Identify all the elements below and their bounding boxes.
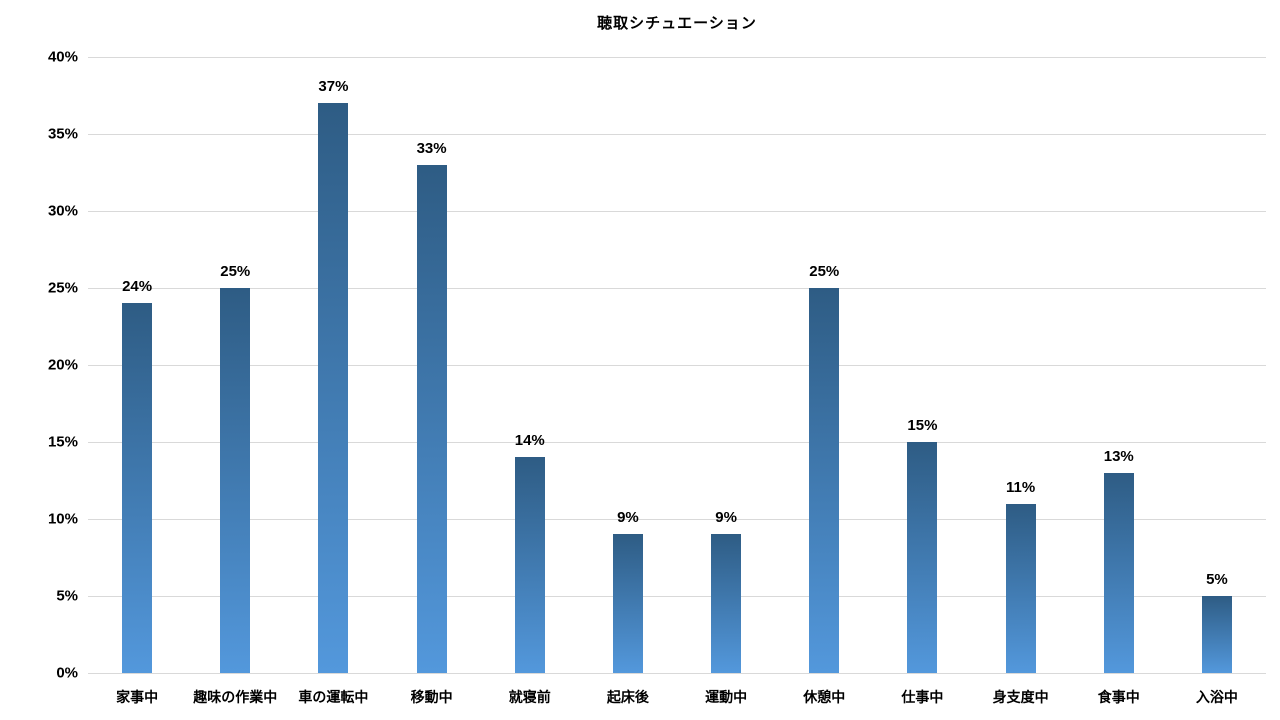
gridline: [88, 364, 1266, 366]
bar-value-label: 9%: [617, 509, 639, 527]
bar-value-label: 37%: [318, 78, 349, 96]
x-axis-label: 起床後: [606, 689, 649, 705]
x-axis-label: 仕事中: [901, 689, 944, 705]
gridline: [88, 595, 1266, 597]
bar-value-label: 11%: [1005, 478, 1036, 496]
bar: [1103, 472, 1134, 673]
bar-value-label: 14%: [514, 432, 545, 450]
y-axis-label: 40%: [47, 48, 78, 66]
x-axis-label: 身支度中: [992, 689, 1049, 705]
bar: [612, 534, 643, 673]
bar-value-label: 25%: [220, 263, 251, 280]
x-axis-label: 移動中: [410, 689, 453, 705]
x-axis-label: 食事中: [1097, 689, 1140, 705]
bar-value-label: 13%: [1103, 447, 1134, 465]
y-axis-label: 20%: [47, 356, 78, 374]
bar: [1005, 503, 1036, 673]
x-axis-label: 休憩中: [803, 689, 846, 705]
bar-value-label: 5%: [1206, 571, 1228, 588]
y-axis-label: 25%: [47, 279, 78, 297]
x-axis-label: 車の運転中: [298, 689, 369, 705]
bar: [1201, 596, 1232, 673]
chart-title: 聴取シチュエーション: [597, 15, 757, 32]
bar-value-label: 33%: [416, 139, 447, 157]
gridline: [88, 287, 1266, 289]
bar: [711, 534, 742, 673]
bar: [514, 457, 545, 673]
gridline: [88, 133, 1266, 135]
gridline: [88, 672, 1266, 674]
bar: [122, 303, 153, 673]
y-axis-label: 35%: [47, 125, 78, 143]
x-axis-label: 入浴中: [1195, 689, 1238, 705]
gridline: [88, 56, 1266, 58]
y-axis-label: 0%: [56, 664, 78, 682]
bar-value-label: 15%: [907, 417, 938, 434]
bar-value-label: 25%: [809, 263, 840, 280]
bar: [809, 288, 840, 673]
bar-value-label: 24%: [122, 278, 153, 296]
bar: [416, 164, 447, 673]
y-axis-label: 10%: [47, 510, 78, 528]
x-axis-label: 就寝前: [508, 689, 551, 705]
bar-value-label: 9%: [715, 509, 737, 527]
gridline: [88, 518, 1266, 520]
x-axis-label: 運動中: [705, 689, 748, 705]
x-axis-label: 趣味の作業中: [193, 689, 278, 705]
x-axis-label: 家事中: [116, 689, 159, 705]
bar: [220, 288, 251, 673]
gridline: [88, 210, 1266, 212]
gridline: [88, 441, 1266, 443]
y-axis-label: 30%: [47, 202, 78, 220]
y-axis-label: 15%: [47, 433, 78, 451]
bar: [318, 103, 349, 673]
bar: [907, 442, 938, 673]
y-axis-label: 5%: [56, 587, 78, 605]
